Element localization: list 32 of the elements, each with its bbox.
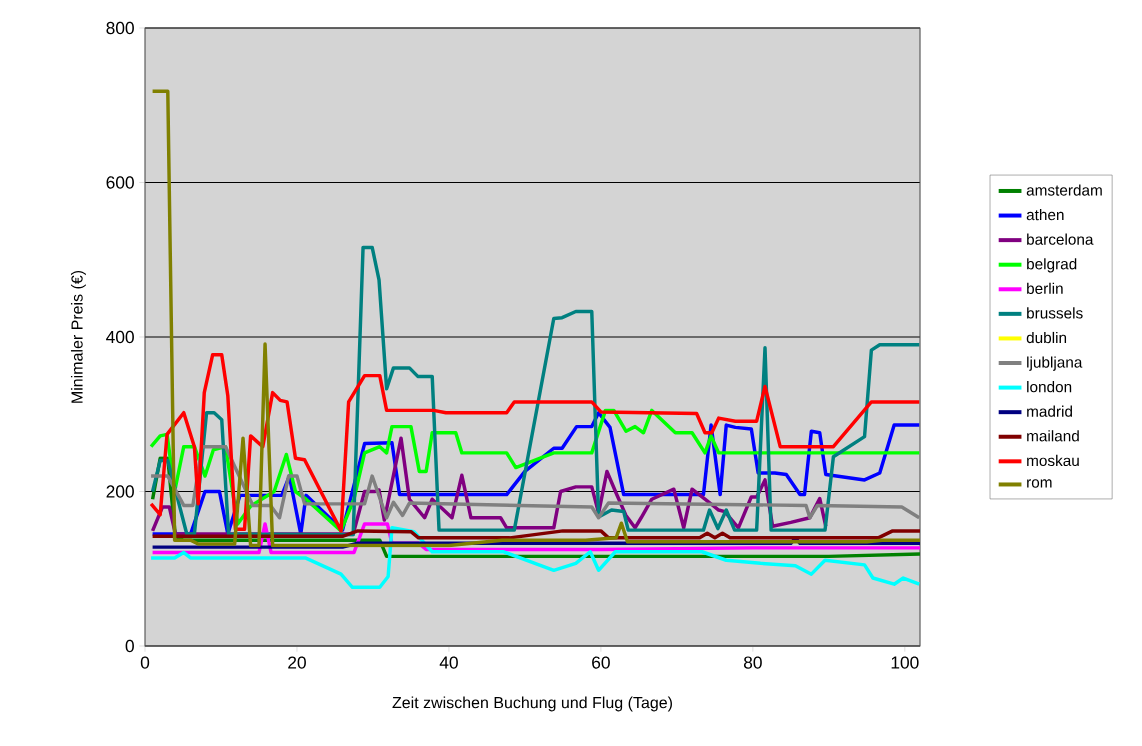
legend-label: rom bbox=[1027, 479, 1052, 488]
legend-label: moskau bbox=[1027, 454, 1079, 467]
y-tick-label: 0 bbox=[125, 639, 134, 653]
legend-label: athen bbox=[1026, 209, 1064, 221]
legend-label: belgrad bbox=[1027, 258, 1077, 273]
x-tick-label: 80 bbox=[743, 656, 762, 669]
legend-label: mailand bbox=[1027, 430, 1079, 442]
line-series bbox=[150, 89, 921, 548]
x-axis-title: Zeit zwischen Buchung und Flug (Tage) bbox=[392, 696, 672, 712]
x-tick-label: 40 bbox=[439, 656, 458, 669]
x-tick-label: 100 bbox=[891, 656, 919, 669]
y-tick-label: 400 bbox=[106, 330, 134, 344]
legend-label: amsterdam bbox=[1026, 184, 1102, 196]
x-tick-label: 60 bbox=[592, 656, 610, 669]
legend-label: brussels bbox=[1027, 307, 1083, 319]
y-tick-label: 600 bbox=[106, 176, 134, 189]
y-tick-label: 200 bbox=[106, 485, 134, 498]
legend-label: london bbox=[1027, 381, 1072, 393]
y-axis-title: Minimaler Preis (€) bbox=[70, 270, 86, 403]
legend-label: barcelona bbox=[1027, 233, 1094, 245]
legend-label: madrid bbox=[1027, 405, 1072, 417]
legend-label: ljubljana bbox=[1027, 356, 1083, 371]
line-series bbox=[149, 444, 921, 520]
line-series bbox=[150, 529, 921, 540]
legend-label: berlin bbox=[1027, 282, 1063, 294]
line-series bbox=[150, 245, 921, 537]
x-tick-label: 20 bbox=[288, 656, 306, 669]
line-series bbox=[149, 353, 921, 533]
x-tick-label: 0 bbox=[140, 656, 150, 669]
legend-label: dublin bbox=[1026, 331, 1067, 344]
line-series bbox=[149, 526, 921, 590]
y-tick-label: 800 bbox=[106, 21, 134, 35]
